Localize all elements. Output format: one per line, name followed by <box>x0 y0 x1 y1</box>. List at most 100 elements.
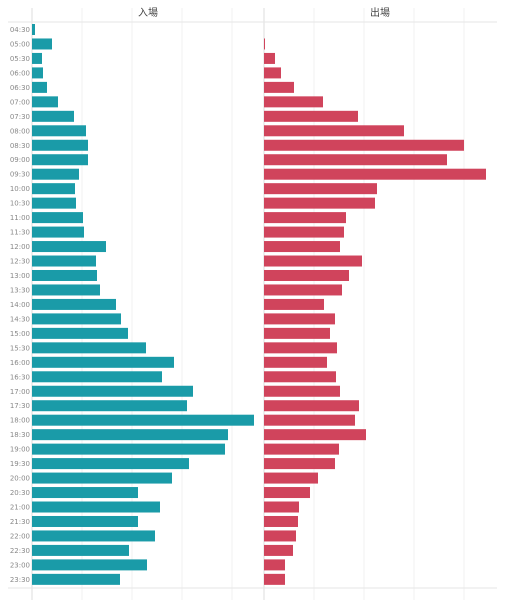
exit-bar-0600[interactable] <box>264 67 281 79</box>
entry-bar-1330[interactable] <box>32 284 100 296</box>
exit-bar-2130[interactable] <box>264 515 298 527</box>
time-tick-label: 08:30 <box>10 142 30 150</box>
exit-bar-1200[interactable] <box>264 241 340 253</box>
entry-bar-2000[interactable] <box>32 472 172 484</box>
entry-bar-0800[interactable] <box>32 125 86 137</box>
exit-bar-0630[interactable] <box>264 81 294 93</box>
entry-bar-2130[interactable] <box>32 515 138 527</box>
entry-bar-1430[interactable] <box>32 313 121 325</box>
exit-bar-1800[interactable] <box>264 414 355 426</box>
exit-bar-1900[interactable] <box>264 443 339 455</box>
exit-bar-0700[interactable] <box>264 96 323 108</box>
entry-bar-0530[interactable] <box>32 52 42 64</box>
panel-title-exit: 出場 <box>370 6 390 19</box>
exit-bar-1100[interactable] <box>264 212 346 224</box>
time-tick-label: 05:00 <box>10 40 30 48</box>
entry-bar-2100[interactable] <box>32 501 160 513</box>
exit-bar-1930[interactable] <box>264 458 335 470</box>
time-tick-label: 04:30 <box>10 26 30 34</box>
entry-bar-0700[interactable] <box>32 96 58 108</box>
entry-bar-1000[interactable] <box>32 183 75 195</box>
time-tick-label: 16:30 <box>10 373 30 381</box>
entry-bar-1400[interactable] <box>32 298 116 310</box>
entry-bar-1630[interactable] <box>32 371 162 383</box>
exit-bar-0730[interactable] <box>264 110 358 122</box>
entry-bar-2300[interactable] <box>32 559 147 571</box>
time-tick-label: 19:30 <box>10 460 30 468</box>
exit-bar-2200[interactable] <box>264 530 296 542</box>
entry-bar-1930[interactable] <box>32 458 189 470</box>
exit-bar-1730[interactable] <box>264 400 359 412</box>
exit-bar-1030[interactable] <box>264 197 375 209</box>
entry-bar-0830[interactable] <box>32 139 88 151</box>
exit-bar-1330[interactable] <box>264 284 342 296</box>
exit-bar-2330[interactable] <box>264 573 285 585</box>
entry-bar-1600[interactable] <box>32 356 174 368</box>
time-tick-label: 11:30 <box>10 229 30 237</box>
exit-bar-1630[interactable] <box>264 371 336 383</box>
entry-bar-0900[interactable] <box>32 154 88 166</box>
exit-bar-1300[interactable] <box>264 269 349 281</box>
entry-bar-1730[interactable] <box>32 400 187 412</box>
exit-bar-2030[interactable] <box>264 487 310 499</box>
entry-bar-2030[interactable] <box>32 487 138 499</box>
exit-bar-0900[interactable] <box>264 154 447 166</box>
exit-bar-1500[interactable] <box>264 327 330 339</box>
entry-bar-1130[interactable] <box>32 226 84 238</box>
time-tick-label: 20:30 <box>10 489 30 497</box>
entry-bar-1500[interactable] <box>32 327 128 339</box>
exit-bar-0930[interactable] <box>264 168 486 180</box>
time-tick-label: 23:00 <box>10 561 30 569</box>
time-tick-label: 23:30 <box>10 576 30 584</box>
time-tick-label: 08:00 <box>10 127 30 135</box>
exit-bar-0830[interactable] <box>264 139 464 151</box>
entry-bar-2200[interactable] <box>32 530 155 542</box>
entry-bar-1100[interactable] <box>32 212 83 224</box>
exit-bar-1400[interactable] <box>264 298 324 310</box>
time-tick-label: 09:00 <box>10 156 30 164</box>
entry-bar-1530[interactable] <box>32 342 146 354</box>
exit-bar-1830[interactable] <box>264 429 366 441</box>
entry-bar-1300[interactable] <box>32 269 97 281</box>
entry-bar-0630[interactable] <box>32 81 47 93</box>
entry-bar-1700[interactable] <box>32 385 193 397</box>
entry-bar-0500[interactable] <box>32 38 52 50</box>
exit-bar-1530[interactable] <box>264 342 337 354</box>
exit-bar-0800[interactable] <box>264 125 404 137</box>
entry-bar-2330[interactable] <box>32 573 120 585</box>
exit-bar-1230[interactable] <box>264 255 362 267</box>
entry-bar-0430[interactable] <box>32 24 35 35</box>
exit-bar-1600[interactable] <box>264 356 327 368</box>
entry-bar-1030[interactable] <box>32 197 76 209</box>
time-tick-label: 13:00 <box>10 272 30 280</box>
time-tick-label: 20:00 <box>10 475 30 483</box>
exit-bar-2000[interactable] <box>264 472 318 484</box>
entry-bar-1230[interactable] <box>32 255 96 267</box>
exit-bar-2100[interactable] <box>264 501 299 513</box>
entry-bar-2230[interactable] <box>32 544 129 556</box>
entry-bar-1900[interactable] <box>32 443 225 455</box>
time-tick-label: 18:00 <box>10 417 30 425</box>
time-tick-label: 12:00 <box>10 243 30 251</box>
time-tick-label: 15:00 <box>10 330 30 338</box>
exit-bar-1700[interactable] <box>264 385 340 397</box>
exit-bar-1000[interactable] <box>264 183 377 195</box>
time-tick-label: 17:30 <box>10 402 30 410</box>
exit-bar-1430[interactable] <box>264 313 335 325</box>
exit-bar-1130[interactable] <box>264 226 344 238</box>
entry-bar-1200[interactable] <box>32 241 106 253</box>
time-tick-label: 12:30 <box>10 258 30 266</box>
exit-bar-0530[interactable] <box>264 52 275 64</box>
entry-bar-1800[interactable] <box>32 414 254 426</box>
time-tick-labels: 04:30 05:00 05:30 06:00 06:30 07:00 07:30 08:00… <box>10 26 30 584</box>
entry-bar-0600[interactable] <box>32 67 43 79</box>
time-tick-label: 13:30 <box>10 286 30 294</box>
entry-bar-1830[interactable] <box>32 429 228 441</box>
exit-bar-0500[interactable] <box>264 38 265 50</box>
entry-bar-0930[interactable] <box>32 168 79 180</box>
time-tick-label: 14:30 <box>10 315 30 323</box>
exit-bar-2300[interactable] <box>264 559 285 571</box>
exit-bar-2230[interactable] <box>264 544 293 556</box>
entry-bar-0730[interactable] <box>32 110 74 122</box>
